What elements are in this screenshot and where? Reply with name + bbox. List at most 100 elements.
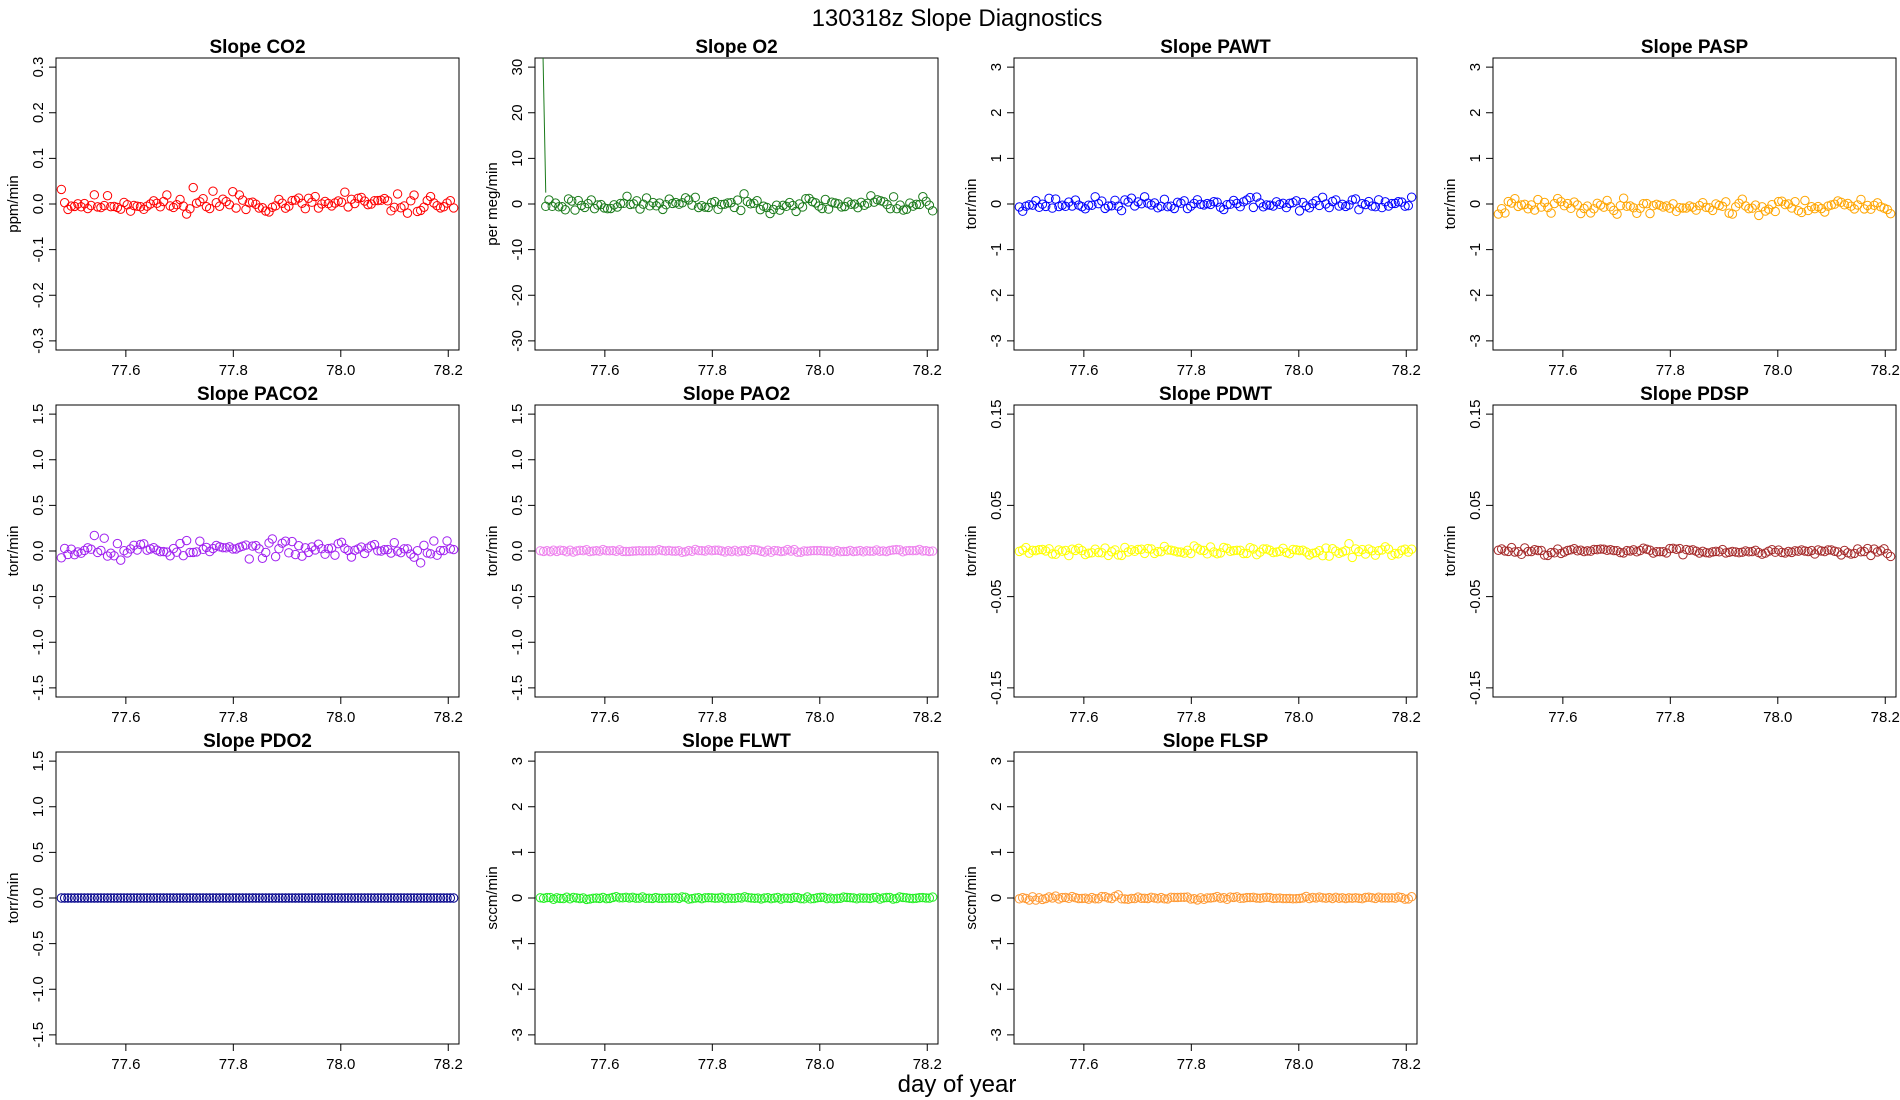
data-point — [1278, 893, 1288, 904]
data-point — [1869, 200, 1879, 210]
data-point — [1205, 199, 1216, 210]
data-point — [1258, 544, 1268, 554]
data-point — [402, 893, 413, 903]
data-point — [152, 893, 162, 903]
y-tick-label: 0.15 — [988, 400, 1005, 429]
data-point — [1087, 548, 1097, 558]
data-point — [1314, 546, 1325, 556]
data-point — [608, 545, 618, 556]
y-tick-label: -3 — [1467, 334, 1484, 347]
data-point — [432, 893, 442, 903]
data-point — [221, 893, 231, 903]
data-point — [1731, 547, 1741, 557]
data-point — [56, 553, 67, 563]
data-point — [1731, 202, 1741, 212]
data-point — [132, 893, 142, 903]
data-point — [637, 546, 648, 556]
data-point — [1836, 197, 1846, 207]
data-point — [1734, 548, 1744, 558]
data-point — [888, 545, 898, 555]
data-point — [1252, 192, 1262, 202]
data-point — [1031, 895, 1041, 905]
data-point — [736, 546, 747, 556]
y-tick-label: -1.5 — [509, 675, 526, 701]
data-point — [1671, 206, 1682, 217]
data-point — [1232, 198, 1242, 209]
data-point — [386, 893, 396, 903]
data-point — [609, 200, 619, 210]
data-points — [535, 544, 938, 557]
y-tick-label: -1 — [988, 937, 1005, 950]
y-tick-label: 1.0 — [509, 449, 526, 470]
data-point — [1602, 545, 1612, 556]
data-point — [326, 201, 337, 211]
data-point — [1024, 895, 1034, 905]
data-point — [756, 894, 766, 904]
y-axis-label: ppm/min — [5, 175, 22, 233]
data-point — [241, 893, 251, 903]
data-point — [1529, 205, 1540, 215]
data-point — [624, 893, 635, 903]
data-point — [644, 893, 654, 903]
data-point — [1238, 548, 1249, 559]
y-tick-label: 0.0 — [30, 541, 47, 562]
data-point — [224, 893, 235, 903]
data-point — [677, 547, 687, 557]
data-point — [1334, 893, 1344, 903]
data-point — [856, 197, 866, 208]
data-point — [713, 893, 724, 903]
data-point — [297, 198, 307, 208]
data-point — [879, 197, 889, 207]
data-point — [432, 550, 442, 560]
data-point — [73, 893, 83, 903]
y-tick-label: 1.0 — [30, 796, 47, 817]
panel-title: Slope FLWT — [682, 731, 791, 752]
data-point — [703, 202, 714, 213]
data-point — [172, 199, 182, 210]
data-point — [142, 201, 152, 211]
data-point — [849, 199, 860, 209]
data-point — [320, 893, 330, 903]
data-point — [1268, 893, 1278, 904]
data-point — [891, 544, 902, 555]
y-tick-label: 10 — [509, 150, 526, 167]
data-point — [1350, 893, 1361, 903]
data-point — [661, 200, 671, 210]
panel-title: Slope CO2 — [209, 37, 305, 58]
data-point — [63, 204, 73, 215]
data-point — [746, 545, 757, 555]
data-point — [1116, 894, 1127, 904]
data-point — [188, 547, 198, 558]
y-tick-label: -0.1 — [30, 237, 47, 263]
data-point — [875, 546, 885, 556]
data-point — [658, 204, 668, 215]
data-point — [211, 893, 221, 903]
data-point — [1288, 894, 1298, 904]
data-point — [1790, 546, 1800, 556]
data-point — [244, 893, 254, 903]
data-point — [838, 892, 849, 902]
panel-slope-pdo2: Slope PDO2 torr/min -1.5 -1.0 -0.5 0.0 0.5 1.0 1… — [5, 731, 463, 1073]
data-point — [1143, 543, 1153, 554]
data-point — [383, 196, 393, 206]
y-axis-label: torr/min — [963, 179, 980, 230]
data-point — [1077, 893, 1087, 904]
data-point — [277, 893, 287, 903]
y-tick-label: -30 — [509, 330, 526, 352]
data-point — [1796, 207, 1807, 218]
panel-title: Slope PDWT — [1159, 384, 1272, 405]
data-point — [927, 206, 938, 216]
data-point — [1212, 197, 1222, 207]
data-point — [921, 893, 931, 903]
data-point — [703, 545, 714, 555]
data-point — [402, 544, 413, 554]
data-point — [631, 546, 641, 556]
data-point — [710, 893, 720, 903]
data-point — [56, 893, 67, 903]
data-point — [116, 893, 126, 903]
data-point — [303, 893, 314, 903]
y-tick-label: 0 — [1467, 200, 1484, 208]
data-point — [802, 546, 813, 556]
y-tick-label: -2 — [988, 289, 1005, 302]
